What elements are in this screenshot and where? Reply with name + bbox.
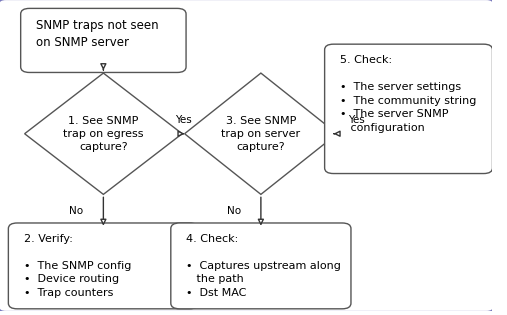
Text: 2. Verify:

•  The SNMP config
•  Device routing
•  Trap counters: 2. Verify: • The SNMP config • Device ro… <box>24 233 131 298</box>
FancyBboxPatch shape <box>21 9 186 72</box>
Text: SNMP traps not seen
on SNMP server: SNMP traps not seen on SNMP server <box>36 19 159 49</box>
Text: 5. Check:

•  The server settings
•  The community string
•  The server SNMP
   : 5. Check: • The server settings • The co… <box>340 55 476 133</box>
Text: 3. See SNMP
trap on server
capture?: 3. See SNMP trap on server capture? <box>222 116 301 152</box>
Text: 4. Check:

•  Captures upstream along
   the path
•  Dst MAC: 4. Check: • Captures upstream along the … <box>186 233 341 298</box>
Text: Yes: Yes <box>175 115 192 125</box>
Polygon shape <box>25 73 182 194</box>
Text: No: No <box>227 206 241 216</box>
FancyBboxPatch shape <box>0 0 494 312</box>
FancyBboxPatch shape <box>9 223 198 309</box>
FancyBboxPatch shape <box>324 44 492 174</box>
Polygon shape <box>185 73 337 194</box>
Text: 1. See SNMP
trap on egress
capture?: 1. See SNMP trap on egress capture? <box>63 116 143 152</box>
Text: Yes: Yes <box>348 115 365 125</box>
FancyBboxPatch shape <box>171 223 351 309</box>
Text: No: No <box>69 206 83 216</box>
